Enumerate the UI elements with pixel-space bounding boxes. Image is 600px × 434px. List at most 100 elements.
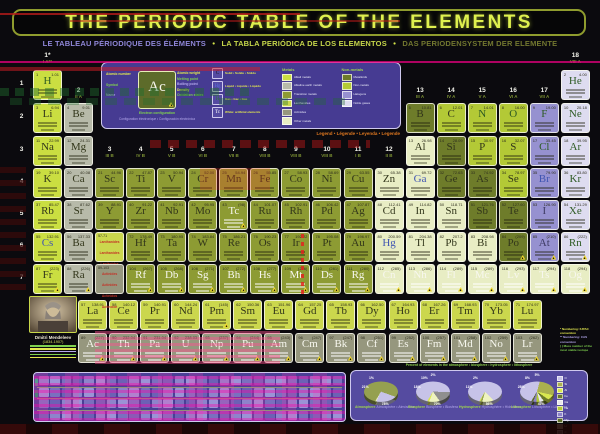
element-symbol: Co — [289, 173, 303, 185]
element-name-line — [83, 355, 102, 357]
element-name-line — [441, 187, 461, 189]
electron-config-line — [179, 359, 193, 361]
minigrid-cell — [61, 399, 72, 408]
element-name-line — [534, 222, 554, 224]
subtitle-french: LE TABLEAU PÉRIODIQUE DES ÉLÉMENTS — [42, 39, 207, 48]
element-name-line — [410, 158, 430, 160]
electron-config-line — [258, 226, 272, 228]
electron-config-line — [537, 226, 551, 228]
atomic-number: 51 — [470, 202, 476, 207]
element-symbol: Ru — [258, 205, 272, 217]
element-tile-Lr: 103 (262) Lr — [512, 333, 542, 363]
atomic-number: 68 — [422, 302, 427, 307]
atomic-weight: 20.18 — [576, 105, 587, 110]
legend-swatch-row: Noble gases — [341, 99, 397, 108]
atomic-weight: 195.08 — [326, 234, 339, 239]
element-name-line — [162, 187, 182, 189]
element-symbol: Lv — [507, 269, 520, 281]
legend-state-label: Liquid • Liquide • Líquido — [225, 83, 261, 88]
atomic-weight: 196.97 — [357, 234, 370, 239]
electron-config-line — [351, 194, 365, 196]
minigrid-cell — [118, 399, 128, 408]
element-tile-Br: 35 79.90 Br — [529, 168, 559, 198]
legend-state-row: H Gas • Gaz • Gas — [212, 94, 278, 105]
element-name-line — [379, 283, 399, 285]
minigrid-cell — [298, 399, 309, 408]
element-name-line — [69, 219, 89, 221]
atomic-number: 26 — [253, 170, 258, 175]
atomic-number: 75 — [222, 234, 227, 239]
minigrid-cell — [106, 410, 117, 420]
element-symbol: Na — [41, 141, 54, 153]
element-name-line — [114, 319, 134, 321]
pie-title: Atmosphere Atmosphère • Atmósfera — [355, 405, 415, 409]
element-name-line — [472, 251, 492, 253]
element-name-line — [424, 319, 444, 321]
pie-legend-label: Fe — [564, 394, 568, 399]
atomic-weight: 54.94 — [235, 170, 246, 175]
element-symbol: Ar — [569, 141, 582, 153]
group-label-7: 7 VII B — [219, 146, 248, 159]
atomic-weight: (293) — [515, 266, 525, 271]
element-tile-Ag: 47 107.87 Ag — [343, 200, 373, 230]
electron-config-line — [86, 359, 99, 361]
minigrid-cell — [310, 399, 320, 408]
element-name-line — [486, 322, 506, 324]
electron-config-line — [382, 226, 396, 228]
atomic-number: 23 — [160, 170, 165, 175]
minigrid-cell — [219, 410, 230, 420]
atomic-weight: 16.00 — [514, 105, 525, 110]
element-name-line — [503, 190, 523, 192]
element-name-line — [410, 190, 430, 192]
electron-config-line — [537, 290, 551, 292]
electron-config-line — [303, 359, 317, 361]
legend-swatch-row: Other metals — [282, 117, 337, 125]
electron-config-line — [117, 326, 131, 328]
legend-callout: Atomic number — [106, 72, 131, 76]
atomic-number: 17 — [532, 138, 538, 143]
minigrid-cell — [332, 399, 343, 408]
atomic-number: 89 — [81, 335, 86, 340]
legend-state-row: C Solid • Solide • Sólido — [212, 68, 278, 79]
element-symbol: Mc — [474, 269, 490, 281]
mendeleev-years: (1834-1907) — [42, 340, 64, 344]
element-name-line — [503, 155, 523, 157]
electron-config-line — [134, 290, 148, 292]
element-name-line — [100, 190, 120, 192]
category-color-swatch — [282, 91, 292, 99]
group-label-6: 6 VI B — [188, 146, 217, 159]
element-name-line — [286, 187, 306, 189]
element-name-line — [193, 187, 213, 189]
period-label-4: 4 — [19, 178, 24, 185]
element-symbol: He — [568, 75, 582, 87]
element-symbol: Au — [351, 237, 365, 249]
element-symbol: Lr — [521, 338, 533, 350]
atomic-number: 21 — [98, 170, 103, 175]
element-symbol: Kr — [569, 173, 582, 185]
minigrid-cell — [129, 387, 139, 397]
minigrid-cell — [174, 376, 185, 385]
element-name-line — [393, 322, 413, 324]
element-tile-Te: 52 127.60 Te — [498, 200, 528, 230]
element-tile-C: 6 12.01 C — [436, 103, 466, 133]
minigrid-cell — [276, 387, 286, 397]
pie-chart-hydrosphere: 86% 11% 2% Hydrosphere Hydrosphère • Hidros… — [459, 374, 521, 414]
minigrid-cell — [72, 387, 83, 397]
element-name-line — [348, 190, 368, 192]
electron-config-line — [382, 258, 396, 260]
atomic-number: 10 — [563, 105, 569, 110]
radioactive-icon — [223, 323, 229, 328]
element-symbol: Pm — [209, 305, 225, 317]
element-name-line — [83, 352, 102, 354]
element-name-line — [193, 190, 213, 192]
pie-legend-swatch — [557, 429, 563, 434]
group-number: 6 — [200, 146, 205, 153]
atomic-weight: (251) — [374, 335, 384, 340]
element-name-line — [565, 222, 585, 224]
element-tile-Cd: 48 112.41 Cd — [374, 200, 404, 230]
atomic-number: 56 — [67, 234, 72, 239]
radioactive-icon — [551, 287, 557, 292]
pie-legend-swatch — [557, 381, 563, 388]
atomic-weight: 107.87 — [357, 202, 370, 207]
